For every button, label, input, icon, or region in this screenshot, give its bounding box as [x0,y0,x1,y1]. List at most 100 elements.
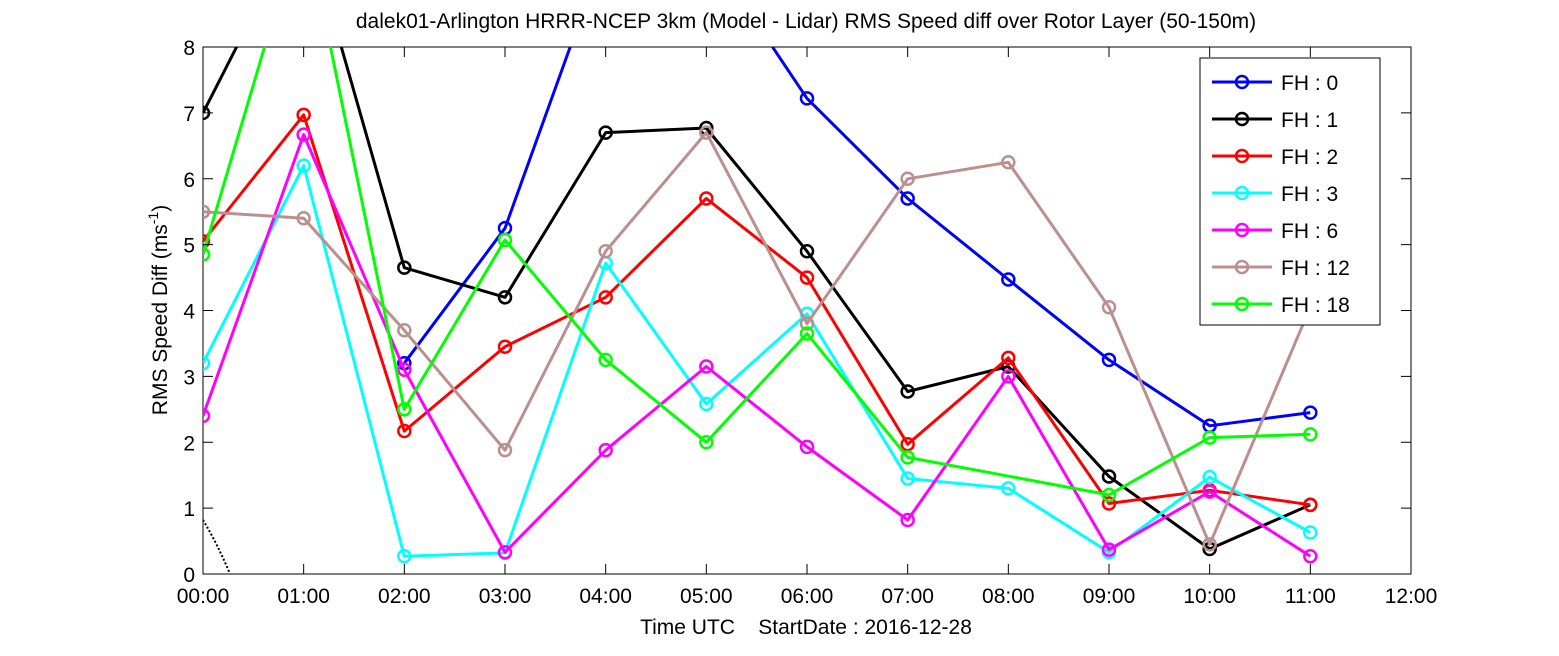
x-tick-label: 07:00 [881,585,934,608]
data-point [1202,537,1217,552]
x-tick-label: 06:00 [781,585,834,608]
data-point [203,408,211,424]
data-point [1303,497,1318,513]
data-point [1303,548,1318,564]
chart-title: dalek01-Arlington HRRR-NCEP 3km (Model -… [356,10,1256,33]
series-line [203,131,1312,546]
data-point [203,355,211,371]
data-point [203,247,211,262]
legend-marker [1234,111,1250,127]
data-point [1001,155,1016,170]
data-point [900,450,915,465]
legend-marker [1234,296,1250,312]
data-point [1202,430,1217,445]
data-point [1001,369,1016,384]
y-tick-label: 2 [183,432,195,455]
data-point [699,359,714,374]
data-point [397,323,412,338]
legend-entry-label: FH : 12 [1281,257,1350,280]
data-point [1101,299,1117,315]
data-point [497,290,513,305]
data-point [497,545,513,560]
data-point [497,232,513,248]
x-tick-label: 04:00 [579,585,632,608]
data-point [699,191,714,206]
data-point [1202,469,1217,485]
data-point [799,439,815,455]
y-tick-label: 5 [183,235,195,258]
data-point [900,171,915,186]
data-point [497,339,513,354]
data-point [1101,352,1117,368]
data-point [598,125,613,140]
data-point [598,442,613,458]
y-tick-label: 0 [183,564,195,587]
y-axis-label-sup: -1 [145,212,161,225]
data-point [1202,484,1217,499]
legend: FH : 0 FH : 1 FH : 2 FH : 3 FH : 6 FH : 12 FH … [1199,57,1381,326]
data-point [1101,487,1117,503]
data-point [1101,496,1117,511]
data-point [799,316,815,331]
y-axis-ticks: 0 1 2 3 4 5 6 7 8 [183,37,1411,587]
y-axis-label: RMS Speed Diff (ms-1) [145,205,172,415]
data-point [397,362,412,378]
data-point [699,396,714,412]
x-tick-label: 00:00 [177,585,230,608]
data-point [497,442,513,458]
data-point [296,158,311,173]
series-line [403,47,1311,428]
series-line [203,47,1311,497]
x-tick-label: 09:00 [1083,585,1136,608]
legend-marker [1234,185,1250,201]
data-point [1303,405,1318,420]
legend-marker [1234,259,1250,275]
data-point [699,125,714,140]
y-axis-label-close: ) [149,205,172,212]
data-point [799,91,815,106]
data-point [397,402,412,417]
legend-entry-label: FH : 3 [1281,183,1338,206]
dotted-artifact [203,519,231,574]
series-line [203,113,1311,507]
legend-entry-label: FH : 6 [1281,220,1338,243]
data-point [900,512,915,528]
series-fh-2 [203,107,1318,513]
data-point [397,260,412,275]
series-layer [203,47,1318,564]
data-point [1303,427,1318,442]
x-tick-label: 10:00 [1183,585,1236,608]
legend-entry-label: FH : 2 [1281,146,1338,169]
x-tick-label: 12:00 [1385,585,1438,608]
x-tick-label: 11:00 [1285,585,1336,608]
legend-entry-label: FH : 18 [1281,294,1350,317]
y-axis-label-main: RMS Speed Diff (ms [149,224,172,415]
legend-marker [1234,148,1250,164]
data-point [1101,469,1117,484]
data-point [1001,272,1016,287]
data-point [1001,350,1016,366]
data-point [203,234,211,249]
data-point [799,270,815,285]
y-tick-label: 7 [183,103,195,126]
data-point [203,204,211,219]
data-point [900,384,915,399]
x-tick-label: 08:00 [982,585,1035,608]
data-point [296,107,311,123]
x-tick-label: 03:00 [479,585,532,608]
x-tick-label: 02:00 [378,585,431,608]
data-point [1101,542,1117,557]
data-point [598,352,613,368]
x-tick-label: 05:00 [680,585,733,608]
legend-entry-label: FH : 0 [1281,72,1338,95]
data-point [598,243,613,259]
data-point [1303,525,1318,540]
y-tick-label: 6 [183,169,195,192]
legend-entry-label: FH : 1 [1281,109,1338,132]
x-tick-label: 01:00 [277,585,330,608]
y-tick-label: 3 [183,366,195,389]
series-line [203,47,1311,551]
data-point [1001,481,1016,496]
data-point [900,191,915,206]
